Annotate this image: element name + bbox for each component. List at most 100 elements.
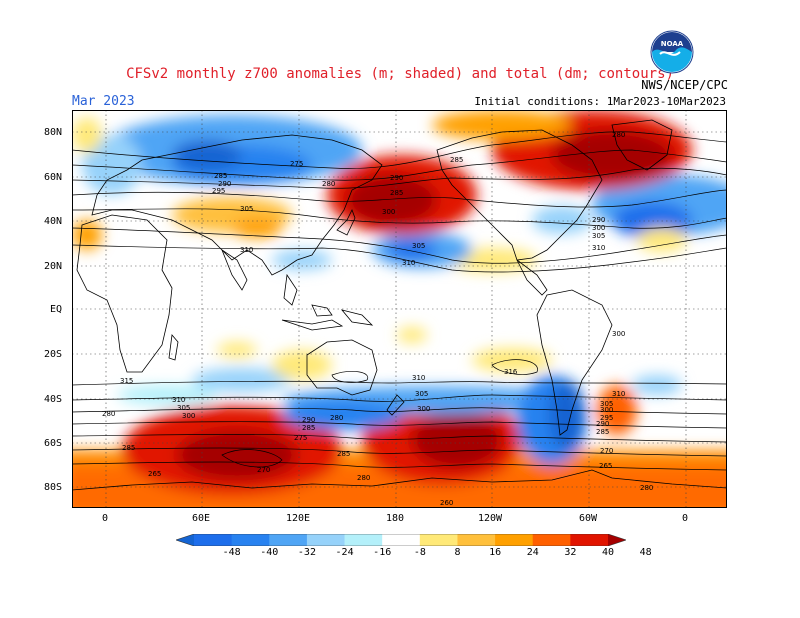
forecast-month: Mar 2023 [72, 94, 135, 109]
anomaly-map: 275 285 290 295 305 310 280 290 285 300 … [72, 110, 727, 508]
lat-label: 80S [44, 482, 63, 493]
lat-label: 20S [44, 349, 63, 360]
contour-label: 290 [592, 216, 605, 224]
lon-label: 120E [286, 513, 311, 524]
contour-label: 280 [357, 474, 370, 482]
colorbar-label: 48 [639, 547, 652, 558]
contour-label: 285 [450, 156, 463, 164]
lon-label: 60W [579, 513, 598, 524]
contour-label: 280 [612, 131, 625, 139]
contour-label: 305 [600, 400, 613, 408]
colorbar-segment [176, 534, 194, 546]
contour-label: 305 [592, 232, 605, 240]
colorbar-label: 8 [454, 547, 461, 558]
lon-label: 0 [102, 513, 109, 524]
colorbar-segment [306, 534, 346, 546]
anomaly-shading [72, 110, 727, 508]
contour-label: 290 [390, 174, 403, 182]
contour-label: 310 [612, 390, 625, 398]
contour-label: 305 [177, 404, 190, 412]
colorbar-label: -8 [413, 547, 426, 558]
map-gridlines [72, 110, 727, 508]
coastlines [72, 119, 727, 491]
contour-label: 280 [102, 410, 115, 418]
colorbar-label: -48 [222, 547, 241, 558]
contour-label: 295 [212, 187, 225, 195]
contour-label: 300 [612, 330, 625, 338]
lon-label: 60E [192, 513, 211, 524]
lat-label: 60N [44, 172, 63, 183]
contour-label: 265 [148, 470, 161, 478]
lon-label: 180 [386, 513, 405, 524]
contour-label: 305 [412, 242, 425, 250]
colorbar-label: 40 [602, 547, 615, 558]
colorbar-segment [495, 534, 534, 546]
contour-label: 310 [240, 246, 253, 254]
map-frame [72, 110, 727, 508]
colorbar-segment [608, 534, 626, 546]
contour-label: 285 [122, 444, 135, 452]
contour-label: 300 [182, 412, 195, 420]
colorbar-label: -16 [373, 547, 392, 558]
lat-label: EQ [50, 304, 63, 315]
lat-label: 40N [44, 216, 63, 227]
colorbar-segment [269, 534, 308, 546]
contour-label: 285 [390, 189, 403, 197]
contour-label: 290 [596, 420, 609, 428]
noaa-logo-icon: NOAA [650, 30, 694, 74]
colorbar-segment [532, 534, 571, 546]
contour-labels: 275 285 290 295 305 310 280 290 285 300 … [102, 131, 653, 507]
lat-label: 20N [44, 261, 63, 272]
contour-label: 310 [592, 244, 605, 252]
colorbar-segment [419, 534, 458, 546]
lat-label: 80N [44, 127, 63, 138]
colorbar-segment [231, 534, 270, 546]
lat-label: 60S [44, 438, 63, 449]
contour-label: 300 [382, 208, 395, 216]
height-contours [72, 131, 727, 471]
colorbar-label: 24 [526, 547, 539, 558]
contour-label: 300 [592, 224, 605, 232]
contour-label: 310 [402, 259, 415, 267]
colorbar-segment [194, 534, 233, 546]
initial-conditions: Initial conditions: 1Mar2023-10Mar2023 [474, 95, 726, 108]
contour-label: 270 [600, 447, 613, 455]
contour-label: 280 [322, 180, 335, 188]
colorbar-segment [382, 534, 421, 546]
chart-title: CFSv2 monthly z700 anomalies (m; shaded)… [126, 66, 674, 82]
colorbar-label: -32 [297, 547, 316, 558]
contour-label: 295 [600, 414, 613, 422]
lat-label: 40S [44, 394, 63, 405]
contour-label: 275 [294, 434, 307, 442]
contour-label: 305 [240, 205, 253, 213]
contour-label: 305 [415, 390, 428, 398]
contour-label: 310 [412, 374, 425, 382]
contour-label: 300 [417, 405, 430, 413]
contour-label: 275 [290, 160, 303, 168]
contour-label: 290 [302, 416, 315, 424]
contour-label: 260 [440, 499, 453, 507]
colorbar-segment [570, 534, 609, 546]
contour-label: 285 [302, 424, 315, 432]
colorbar [176, 534, 626, 546]
contour-label: 290 [218, 180, 231, 188]
colorbar-segment [457, 534, 496, 546]
svg-text:NOAA: NOAA [661, 40, 684, 48]
colorbar-label: 16 [489, 547, 502, 558]
contour-label: 265 [599, 462, 612, 470]
colorbar-label: -24 [335, 547, 354, 558]
contour-label: 285 [214, 172, 227, 180]
contour-label: 280 [330, 414, 343, 422]
contour-label: 315 [120, 377, 133, 385]
colorbar-label: 32 [564, 547, 577, 558]
lon-label: 120W [478, 513, 503, 524]
contour-label: 310 [172, 396, 185, 404]
lon-label: 0 [682, 513, 689, 524]
contour-label: 285 [337, 450, 350, 458]
contour-label: 316 [504, 368, 518, 376]
contour-label: 300 [600, 406, 613, 414]
colorbar-label: -40 [260, 547, 279, 558]
source-label: NWS/NCEP/CPC [641, 78, 728, 92]
contour-label: 285 [596, 428, 609, 436]
contour-label: 270 [257, 466, 270, 474]
